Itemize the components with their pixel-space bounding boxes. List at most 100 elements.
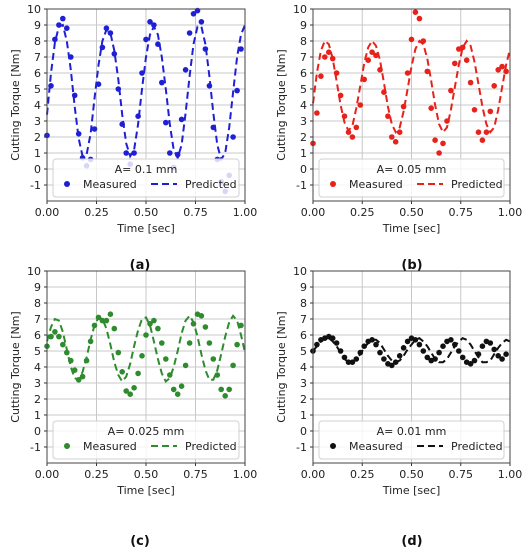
y-tick-label: 7: [34, 51, 41, 64]
measured-data-point: [491, 346, 498, 353]
x-tick-label: 1.00: [498, 468, 523, 481]
chart-panel-d: 0.00 0.25 0.50 0.75 1.00 -1 0 1 2 3 4 5 6 7 8 9 10 Time […: [275, 265, 522, 549]
y-tick-label: 0: [300, 163, 307, 176]
x-tick-label: 0.50: [134, 468, 159, 481]
measured-data-point: [155, 325, 161, 332]
x-tick-label: 0.00: [301, 468, 326, 481]
chart-panel-a: 0.00 0.25 0.50 0.75 1.00 -1 0 1 2 3 4 5 6 7 8 9 10 Time […: [9, 3, 257, 273]
measured-data-point: [60, 341, 66, 348]
measured-data-point: [147, 321, 153, 327]
measured-data-point: [107, 311, 114, 318]
x-tick-label: 0.00: [301, 206, 326, 219]
measured-data-point: [499, 356, 505, 362]
y-tick-label: 6: [300, 329, 307, 342]
measured-data-point: [222, 393, 228, 399]
legend-predicted-label: Predicted: [185, 440, 237, 453]
measured-data-point: [135, 370, 141, 377]
measured-data-point: [314, 341, 320, 348]
x-tick-label: 1.00: [233, 468, 258, 481]
y-tick-label: 10: [27, 3, 41, 16]
measured-data-point: [396, 129, 403, 135]
measured-data-point: [416, 341, 423, 348]
measured-data-point: [432, 137, 438, 143]
measured-data-point: [404, 338, 411, 345]
measured-data-point: [404, 70, 411, 76]
x-tick-label: 0.75: [449, 206, 474, 219]
measured-data-point: [143, 36, 149, 43]
y-tick-label: 10: [293, 265, 307, 278]
panel-caption: (c): [130, 534, 150, 549]
legend-measured-marker: [64, 443, 70, 449]
measured-data-point: [326, 49, 332, 55]
measured-data-point: [147, 19, 153, 25]
measured-data-point: [361, 76, 368, 83]
measured-data-point: [400, 345, 407, 351]
x-axis-label: Time [sec]: [382, 222, 441, 235]
y-axis-label: Cutting Torque [Nm]: [275, 311, 288, 422]
y-tick-label: 3: [34, 115, 41, 128]
y-tick-label: 9: [34, 281, 41, 294]
measured-data-point: [123, 388, 129, 394]
measured-data-point: [503, 351, 509, 358]
y-tick-label: 5: [34, 345, 41, 358]
measured-data-point: [389, 362, 395, 369]
x-tick-label: 0.25: [350, 206, 375, 219]
x-tick-label: 0.25: [84, 206, 109, 219]
y-tick-label: 8: [300, 35, 307, 48]
measured-data-point: [91, 126, 98, 132]
x-tick-label: 0.50: [399, 468, 424, 481]
measured-data-point: [428, 105, 435, 111]
legend-title: A= 0.05 mm: [377, 163, 447, 176]
measured-data-point: [479, 137, 486, 143]
y-axis-label: Cutting Torque [Nm]: [9, 49, 22, 160]
measured-data-point: [349, 134, 356, 140]
y-tick-label: 8: [34, 297, 41, 310]
measured-data-point: [230, 134, 236, 140]
measured-data-point: [345, 129, 352, 135]
measured-data-point: [214, 372, 221, 378]
measured-data-point: [178, 116, 185, 123]
measured-data-point: [452, 60, 458, 67]
measured-data-point: [206, 340, 213, 346]
measured-data-point: [202, 324, 209, 330]
y-tick-label: 1: [300, 409, 307, 422]
y-tick-label: 3: [300, 115, 307, 128]
measured-data-point: [190, 11, 197, 17]
measured-data-point: [99, 44, 106, 51]
measured-data-point: [230, 362, 236, 369]
plot-frame: [312, 8, 511, 202]
legend-box: [52, 420, 240, 460]
measured-data-point: [396, 353, 403, 359]
predicted-series-line: [46, 23, 246, 162]
measured-data-point: [448, 337, 454, 343]
y-tick-label: 9: [34, 19, 41, 32]
measured-data-point: [479, 343, 486, 350]
measured-data-point: [52, 329, 58, 335]
y-tick-label: 8: [300, 297, 307, 310]
measured-data-point: [471, 357, 478, 364]
y-tick-label: 1: [34, 409, 41, 422]
y-axis-label: Cutting Torque [Nm]: [9, 311, 22, 422]
x-tick-label: 0.50: [134, 206, 159, 219]
measured-data-point: [139, 353, 145, 359]
legend-title: A= 0.1 mm: [115, 163, 178, 176]
measured-data-point: [182, 362, 189, 369]
chart-panel-c: 0.00 0.25 0.50 0.75 1.00 -1 0 1 2 3 4 5 6 7 8 9 10 Time […: [9, 265, 257, 549]
y-tick-label: 6: [34, 329, 41, 342]
measured-data-point: [475, 129, 482, 135]
y-tick-label: 5: [300, 83, 307, 96]
measured-data-point: [170, 386, 177, 393]
plot-frame: [46, 8, 246, 202]
legend-measured-label: Measured: [83, 178, 137, 191]
measured-data-point: [333, 340, 340, 346]
y-tick-label: -1: [296, 441, 307, 454]
y-tick-label: 7: [300, 313, 307, 326]
measured-data-point: [448, 87, 454, 94]
y-tick-label: 2: [300, 131, 307, 144]
y-tick-label: 3: [34, 377, 41, 390]
legend-box: [318, 158, 505, 198]
legend-measured-label: Measured: [349, 178, 403, 191]
x-axis-label: Time [sec]: [116, 222, 175, 235]
y-tick-label: 8: [34, 35, 41, 48]
y-tick-label: 9: [300, 19, 307, 32]
